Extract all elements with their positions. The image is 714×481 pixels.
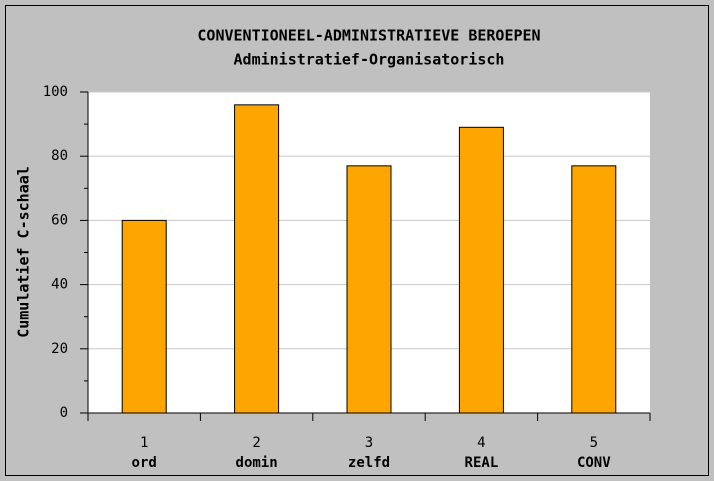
x-tick-number: 3 — [365, 435, 373, 451]
x-tick-number: 2 — [252, 435, 260, 451]
y-axis-label: Cumulatief C-schaal — [15, 166, 33, 338]
y-tick-label: 20 — [51, 341, 68, 357]
x-tick-label: REAL — [465, 455, 499, 471]
x-tick-number: 4 — [477, 435, 485, 451]
bar — [571, 165, 617, 414]
bar — [458, 126, 504, 414]
bar — [346, 165, 392, 414]
bar — [234, 104, 280, 414]
y-tick-label: 80 — [51, 148, 68, 164]
y-tick-label: 100 — [43, 84, 68, 100]
y-tick-label: 60 — [51, 212, 68, 228]
y-tick-label: 0 — [60, 405, 68, 421]
x-tick-label: zelfd — [348, 455, 390, 471]
x-tick-label: CONV — [577, 455, 611, 471]
chart-title: CONVENTIONEEL-ADMINISTRATIEVE BEROEPEN — [197, 27, 540, 45]
y-tick-label: 40 — [51, 277, 68, 293]
x-tick-label: domin — [236, 455, 278, 471]
chart-subtitle: Administratief-Organisatorisch — [234, 51, 505, 69]
x-tick-label: ord — [132, 455, 157, 471]
bar — [121, 219, 167, 414]
x-tick-number: 5 — [590, 435, 598, 451]
x-tick-number: 1 — [140, 435, 148, 451]
